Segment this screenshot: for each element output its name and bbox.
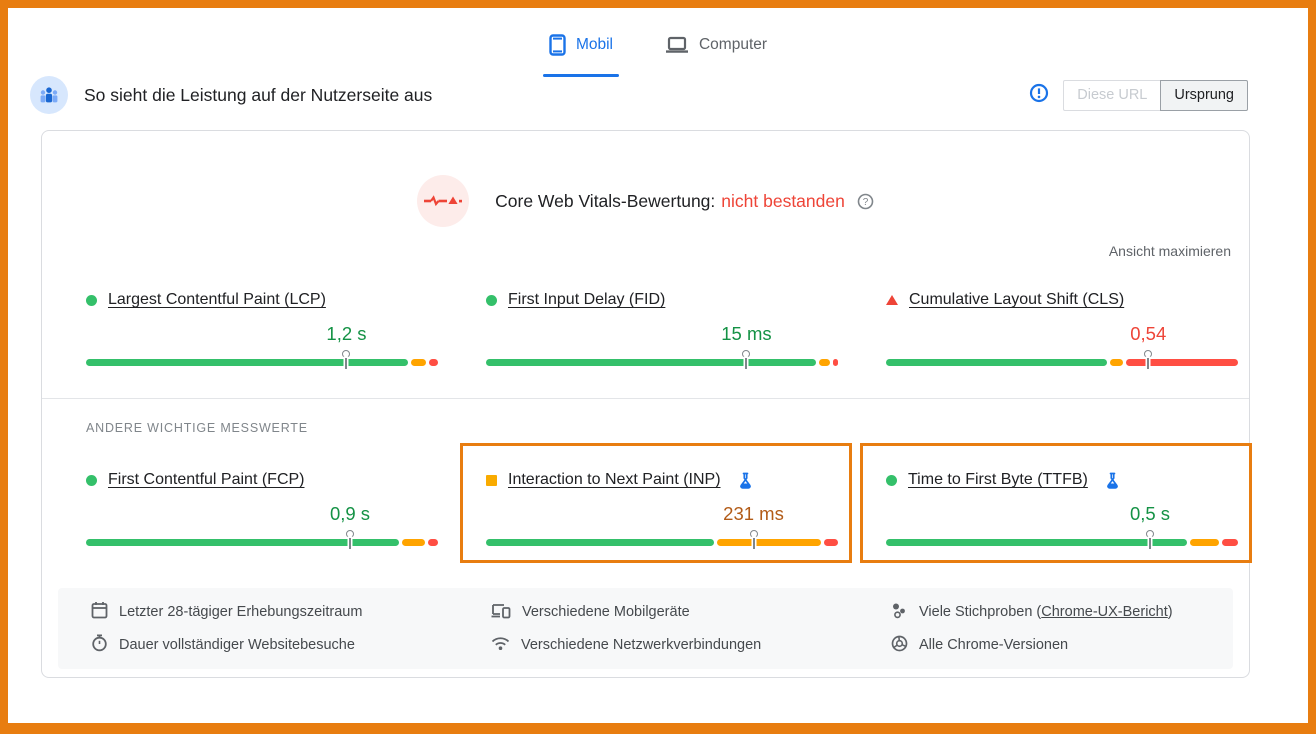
- network-item: Verschiedene Netzwerkverbindungen: [491, 634, 891, 656]
- inp-distribution-bar: [486, 530, 838, 549]
- collection-period-item: Letzter 28-tägiger Erhebungszeitraum: [91, 601, 491, 623]
- footer-text: Letzter 28-tägiger Erhebungszeitraum: [119, 604, 363, 620]
- cls-value: 0,54: [1130, 323, 1167, 344]
- footer-text: Verschiedene Mobilgeräte: [522, 604, 690, 620]
- cwv-heading: Core Web Vitals-Bewertung:: [495, 190, 716, 211]
- cls-status-icon: [886, 295, 898, 305]
- cls-distribution-bar: [886, 350, 1238, 369]
- fcp-link[interactable]: First Contentful Paint (FCP): [108, 471, 305, 488]
- fid-distribution-bar: [486, 350, 838, 369]
- ttfb-distribution-bar: [886, 530, 1238, 549]
- page-title: So sieht die Leistung auf der Nutzerseit…: [84, 84, 433, 105]
- footer-text: Viele Stichproben (Chrome-UX-Bericht): [919, 604, 1173, 620]
- inp-value: 231 ms: [723, 503, 784, 524]
- lcp-distribution-bar: [86, 350, 438, 369]
- ttfb-link[interactable]: Time to First Byte (TTFB): [908, 471, 1088, 488]
- metric-ttfb: Time to First Byte (TTFB) 0,5 s: [860, 443, 1252, 563]
- lcp-status-icon: [86, 294, 97, 306]
- fid-status-icon: [486, 294, 497, 306]
- fid-p75-marker: [742, 350, 751, 369]
- metric-inp: Interaction to Next Paint (INP) 231 ms: [460, 443, 852, 563]
- lcp-link[interactable]: Largest Contentful Paint (LCP): [108, 291, 326, 308]
- samples-icon: [891, 602, 908, 623]
- cwv-waveform-icon: [417, 175, 470, 227]
- cls-link[interactable]: Cumulative Layout Shift (CLS): [909, 291, 1125, 308]
- fcp-value: 0,9 s: [329, 503, 371, 524]
- metric-lcp: Largest Contentful Paint (LCP) 1,2 s: [86, 289, 438, 369]
- cls-p75-marker: [1144, 350, 1153, 369]
- other-metrics-label: ANDERE WICHTIGE MESSWERTE: [86, 421, 308, 435]
- fcp-p75-marker: [346, 530, 354, 549]
- tab-mobile-label: Mobil: [575, 36, 613, 53]
- devices-icon: [491, 602, 511, 623]
- help-icon[interactable]: ?: [857, 193, 874, 210]
- field-data-header: So sieht die Leistung auf der Nutzerseit…: [8, 66, 1308, 124]
- metric-fid: First Input Delay (FID) 15 ms: [486, 289, 838, 369]
- stopwatch-icon: [91, 634, 108, 656]
- samples-item: Viele Stichproben (Chrome-UX-Bericht): [891, 601, 1291, 623]
- expand-view-button[interactable]: Ansicht maximieren: [1108, 243, 1231, 259]
- ttfb-value: 0,5 s: [1129, 503, 1171, 524]
- chrome-versions-item: Alle Chrome-Versionen: [891, 634, 1291, 656]
- crux-footer: Letzter 28-tägiger Erhebungszeitraum Ver…: [58, 588, 1233, 669]
- fcp-status-icon: [86, 474, 97, 486]
- origin-button[interactable]: Ursprung: [1160, 79, 1248, 111]
- ttfb-status-icon: [886, 474, 897, 486]
- ttfb-p75-marker: [1146, 530, 1154, 549]
- this-url-button[interactable]: Diese URL: [1063, 79, 1162, 111]
- fid-link[interactable]: First Input Delay (FID): [508, 291, 666, 308]
- calendar-icon: [91, 601, 108, 623]
- cwv-metrics-row: Largest Contentful Paint (LCP) 1,2 s Fir…: [42, 289, 1249, 369]
- footer-text: Dauer vollständiger Websitebesuche: [119, 637, 355, 653]
- devices-item: Verschiedene Mobilgeräte: [491, 601, 891, 623]
- metric-fcp: First Contentful Paint (FCP) 0,9 s: [86, 469, 438, 549]
- fcp-distribution-bar: [86, 530, 438, 549]
- laptop-icon: [665, 35, 689, 55]
- inp-link[interactable]: Interaction to Next Paint (INP): [508, 471, 721, 488]
- tab-desktop-label: Computer: [698, 36, 768, 53]
- tab-mobile[interactable]: Mobil: [542, 24, 620, 77]
- lcp-value: 1,2 s: [326, 323, 367, 344]
- mobile-phone-icon: [549, 34, 566, 56]
- users-group-icon: [30, 76, 68, 114]
- fid-value: 15 ms: [721, 323, 772, 344]
- cwv-verdict: nicht bestanden: [721, 190, 845, 211]
- metric-cls: Cumulative Layout Shift (CLS) 0,54: [886, 289, 1238, 369]
- svg-text:?: ?: [863, 197, 869, 208]
- field-data-card: Core Web Vitals-Bewertung: nicht bestand…: [41, 130, 1252, 678]
- chrome-icon: [891, 635, 908, 656]
- cwv-title: Core Web Vitals-Bewertung: nicht bestand…: [495, 191, 874, 212]
- crux-report-link[interactable]: Chrome-UX-Bericht: [1041, 604, 1168, 620]
- pagespeed-panel: Mobil Computer So sieht die Leistung auf…: [8, 8, 1308, 723]
- tab-desktop[interactable]: Computer: [665, 24, 767, 66]
- footer-text: Alle Chrome-Versionen: [919, 637, 1069, 653]
- footer-text: Verschiedene Netzwerkverbindungen: [521, 637, 762, 653]
- scope-toggle: Diese URL Ursprung: [1063, 79, 1248, 111]
- section-divider: [42, 398, 1249, 399]
- inp-status-icon: [486, 474, 497, 486]
- cwv-header: Core Web Vitals-Bewertung: nicht bestand…: [42, 175, 1249, 227]
- visit-duration-item: Dauer vollständiger Websitebesuche: [91, 634, 491, 656]
- device-tabs: Mobil Computer: [8, 8, 1308, 77]
- experimental-flask-icon[interactable]: [1105, 472, 1120, 489]
- wifi-icon: [491, 636, 510, 655]
- experimental-flask-icon[interactable]: [738, 472, 753, 489]
- other-metrics-row: First Contentful Paint (FCP) 0,9 s Inter…: [42, 443, 1252, 563]
- info-icon[interactable]: [1029, 83, 1049, 108]
- lcp-p75-marker: [342, 350, 351, 369]
- inp-p75-marker: [749, 530, 758, 549]
